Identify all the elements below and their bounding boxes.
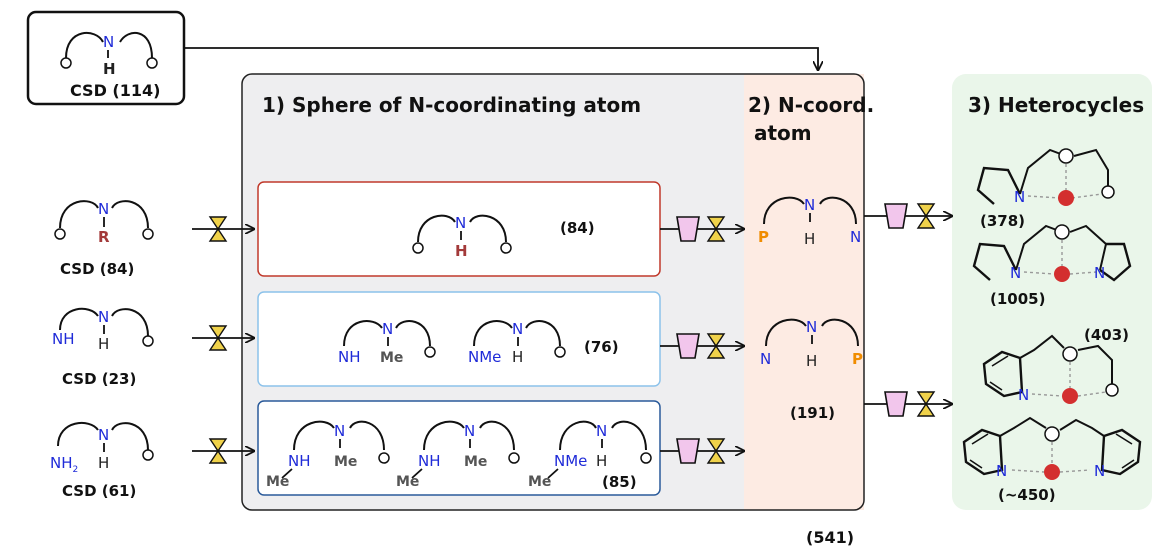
box2-motif-a: NH N Me — [338, 320, 436, 366]
n-atom: N — [596, 422, 607, 440]
h-atom: H — [596, 452, 607, 470]
n-atom: N — [455, 214, 466, 232]
me-group: Me — [380, 350, 403, 366]
filter-cup-icon — [676, 438, 700, 464]
n-atom: N — [334, 422, 345, 440]
het-arrows — [864, 203, 952, 417]
n-atom: N — [512, 320, 523, 338]
h-atom: H — [103, 60, 116, 78]
section-title-3: 3) Heterocycles — [968, 93, 1144, 117]
r-group: R — [98, 228, 110, 246]
n-atom: N — [850, 228, 861, 246]
box2-motif-b: NMe N H — [468, 320, 566, 366]
h-atom: H — [804, 230, 815, 248]
n-atom: N — [760, 350, 771, 368]
het-pyridine-double: N N — [962, 416, 1142, 480]
me-group: Me — [266, 474, 289, 490]
n-atom: N — [1094, 264, 1105, 282]
section-title-2b: atom — [754, 121, 812, 145]
panel-heterocycles — [952, 74, 1152, 510]
count-total: (541) — [806, 528, 854, 547]
p-atom: P — [852, 350, 863, 368]
count-het2: (1005) — [990, 290, 1045, 308]
n-atom: N — [98, 426, 109, 444]
n-atom: N — [98, 200, 109, 218]
section-title-2: 2) N-coord. — [748, 93, 874, 117]
count-ncoord: (191) — [790, 404, 835, 422]
count-row2: (76) — [584, 338, 619, 356]
source-nh-motif: N H — [60, 32, 158, 78]
box3-motif-c: NMe Me N H — [528, 420, 652, 490]
n-atom: N — [804, 196, 815, 214]
count-het3: (403) — [1084, 326, 1129, 344]
nh2-group: NH2 — [50, 454, 78, 475]
source-r-motif: N R — [54, 200, 154, 246]
nme-group: NMe — [468, 348, 501, 366]
het-pyrrolidine-single: N — [976, 148, 1115, 206]
p-atom: P — [758, 228, 769, 246]
het-pyridine-single: N — [982, 334, 1119, 404]
n-atom: N — [1018, 386, 1029, 404]
count-row3: (85) — [602, 473, 637, 491]
filter-cup-icon — [884, 203, 908, 229]
ncoord-motif-pn: P N H N — [758, 196, 861, 248]
ncoord-motif-np: N N H P — [760, 318, 863, 370]
box-arrows — [660, 216, 744, 464]
section-title-1: 1) Sphere of N-coordinating atom — [262, 93, 641, 117]
box-nh2-filtered — [257, 400, 661, 496]
filter-cup-icon — [676, 333, 700, 359]
n-atom: N — [382, 320, 393, 338]
n-atom: N — [1014, 188, 1025, 206]
h-atom: H — [512, 348, 523, 366]
n-atom: N — [103, 33, 114, 51]
n-atom: N — [98, 308, 109, 326]
box-nh-filtered — [257, 291, 661, 387]
nh-group: NH — [418, 452, 441, 470]
box3-motif-a: NH Me N Me — [266, 420, 390, 490]
h-atom: H — [98, 335, 109, 353]
panel-outline — [241, 73, 865, 511]
panel-ncoord — [744, 74, 864, 510]
source-nh-chain-motif: NH N H — [52, 307, 154, 353]
source-nh2-label: CSD (61) — [62, 482, 136, 500]
h-atom: H — [806, 352, 817, 370]
nh-group: NH — [288, 452, 311, 470]
h-atom: H — [455, 242, 468, 260]
count-het1: (378) — [980, 212, 1025, 230]
source-nh-label: CSD (23) — [62, 370, 136, 388]
count-row1: (84) — [560, 219, 595, 237]
me-group: Me — [334, 454, 357, 470]
box3-motif-b: NH Me N Me — [396, 420, 520, 490]
n-atom: N — [806, 318, 817, 336]
n-atom: N — [1010, 264, 1021, 282]
source-box-csd-114 — [26, 10, 186, 106]
source-r-label: CSD (84) — [60, 260, 134, 278]
n-atom: N — [464, 422, 475, 440]
source-top-label: CSD (114) — [70, 81, 160, 100]
nh-group: NH — [52, 330, 75, 348]
me-group: Me — [528, 474, 551, 490]
source-nh2-motif: NH2 N H — [50, 422, 154, 475]
box1-motif: N H — [412, 214, 512, 260]
arrow-top-to-ncoord — [184, 47, 818, 70]
h-atom: H — [98, 454, 109, 472]
me-group: Me — [396, 474, 419, 490]
source-arrows — [192, 216, 254, 464]
nme-group: NMe — [554, 452, 587, 470]
filter-cup-icon — [676, 216, 700, 242]
het-pyrrolidine-double: N N — [972, 224, 1132, 282]
me-group: Me — [464, 454, 487, 470]
n-atom: N — [996, 462, 1007, 480]
nh-group: NH — [338, 348, 361, 366]
n-atom: N — [1094, 462, 1105, 480]
count-het4: (~450) — [998, 486, 1056, 504]
filter-cup-icon — [884, 391, 908, 417]
